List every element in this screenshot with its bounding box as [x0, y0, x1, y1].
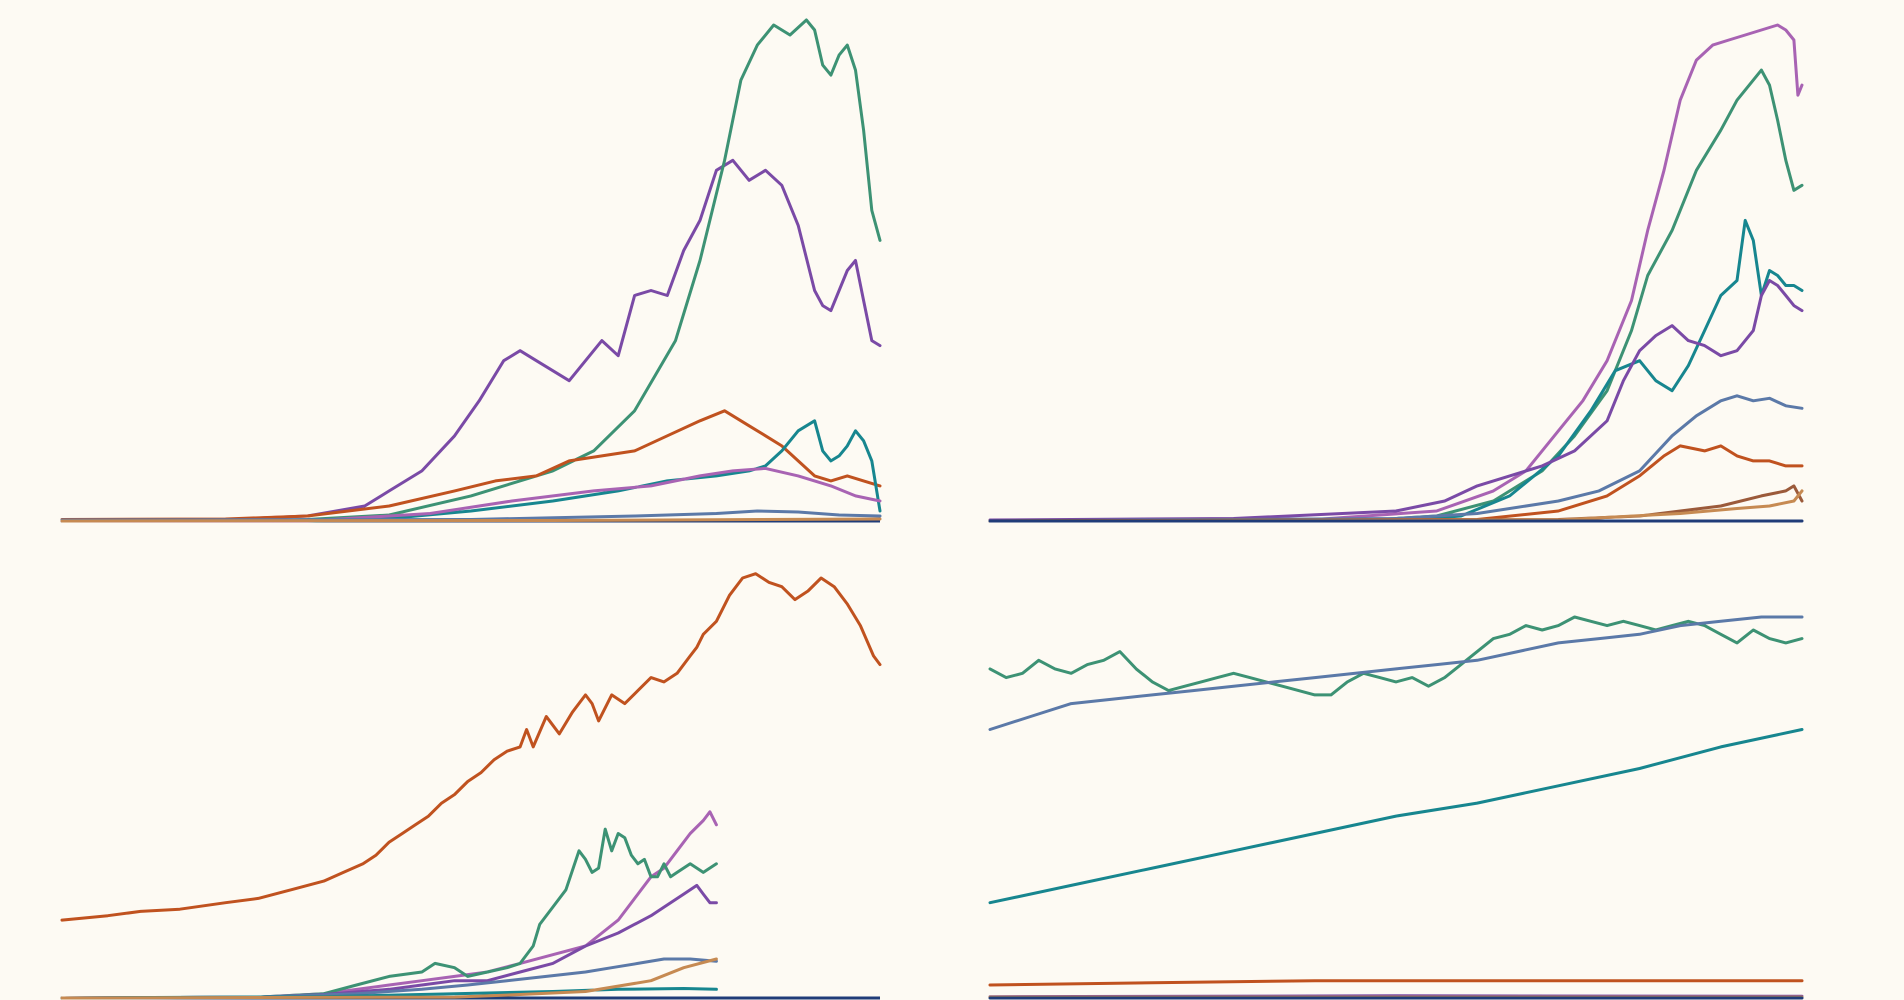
- series-line-tan: [60, 517, 882, 523]
- series-line-teal: [60, 419, 882, 523]
- series-line-orange: [60, 409, 882, 521]
- series-line-orange: [988, 979, 1804, 987]
- series-line-pink: [60, 810, 718, 1000]
- series-line-pink: [988, 23, 1804, 523]
- series-line-slate: [988, 394, 1804, 523]
- series-line-tan: [988, 489, 1804, 523]
- series-line-green: [988, 615, 1804, 697]
- series-line-orange: [988, 444, 1804, 523]
- series-line-brown: [988, 484, 1804, 523]
- series-line-pink: [60, 466, 882, 523]
- chart-panel-bottom-right: [988, 615, 1804, 1000]
- series-line-slate: [988, 615, 1804, 731]
- series-line-purple: [60, 158, 882, 522]
- series-line-green: [988, 68, 1804, 523]
- series-line-orange: [60, 572, 882, 922]
- series-line-purple: [60, 883, 718, 1000]
- series-line-teal: [988, 218, 1804, 523]
- chart-panel-bottom-left: [60, 572, 882, 1000]
- chart-panel-top-right: [988, 23, 1804, 523]
- chart-panel-top-left: [60, 18, 882, 523]
- series-line-tan: [60, 957, 718, 1000]
- series-line-slate: [60, 957, 718, 1000]
- series-line-teal: [988, 728, 1804, 905]
- series-line-slate: [60, 509, 882, 522]
- series-line-green: [60, 827, 718, 1000]
- series-line-green: [60, 18, 882, 523]
- series-line-purple: [988, 279, 1804, 522]
